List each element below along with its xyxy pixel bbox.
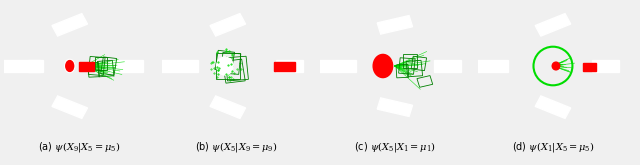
Bar bbox=[210, 14, 246, 36]
Bar bbox=[28, 60, 40, 72]
Bar bbox=[221, 52, 241, 74]
Ellipse shape bbox=[65, 60, 74, 72]
Bar bbox=[216, 53, 240, 79]
Text: (c) $\psi(X_5|X_1 = \mu_1)$: (c) $\psi(X_5|X_1 = \mu_1)$ bbox=[354, 140, 436, 154]
Ellipse shape bbox=[373, 54, 392, 78]
Bar bbox=[110, 60, 143, 72]
Text: (a) $\psi(X_9|X_5 = \mu_5)$: (a) $\psi(X_9|X_5 = \mu_5)$ bbox=[38, 140, 120, 154]
Bar bbox=[88, 63, 99, 77]
Bar bbox=[276, 60, 303, 72]
Bar bbox=[396, 65, 409, 78]
Text: (d) $\psi(X_1|X_5 = \mu_5)$: (d) $\psi(X_1|X_5 = \mu_5)$ bbox=[511, 140, 595, 154]
Bar bbox=[215, 50, 234, 71]
Bar bbox=[222, 59, 245, 83]
Bar bbox=[52, 14, 88, 36]
Bar bbox=[403, 54, 417, 68]
Bar bbox=[314, 60, 356, 72]
Ellipse shape bbox=[216, 57, 233, 75]
Bar bbox=[275, 62, 295, 70]
Bar bbox=[472, 60, 508, 72]
Bar bbox=[434, 60, 461, 72]
Bar bbox=[535, 14, 571, 36]
Bar bbox=[592, 60, 619, 72]
Bar bbox=[210, 96, 246, 118]
Bar bbox=[399, 58, 415, 74]
Bar bbox=[156, 60, 198, 72]
Ellipse shape bbox=[552, 62, 560, 70]
Bar bbox=[100, 57, 116, 75]
Bar bbox=[583, 63, 596, 70]
Bar bbox=[406, 60, 422, 77]
Bar bbox=[411, 56, 426, 71]
Bar bbox=[417, 76, 433, 87]
Text: (b) $\psi(X_5|X_9 = \mu_9)$: (b) $\psi(X_5|X_9 = \mu_9)$ bbox=[195, 140, 278, 154]
Bar bbox=[52, 96, 88, 118]
Bar bbox=[535, 96, 571, 118]
Bar bbox=[97, 60, 114, 77]
Bar bbox=[0, 60, 43, 72]
Bar bbox=[377, 16, 413, 34]
Bar bbox=[225, 56, 248, 81]
Bar bbox=[95, 57, 107, 70]
Bar bbox=[377, 98, 413, 116]
Bar bbox=[88, 56, 105, 76]
Bar bbox=[79, 62, 93, 70]
